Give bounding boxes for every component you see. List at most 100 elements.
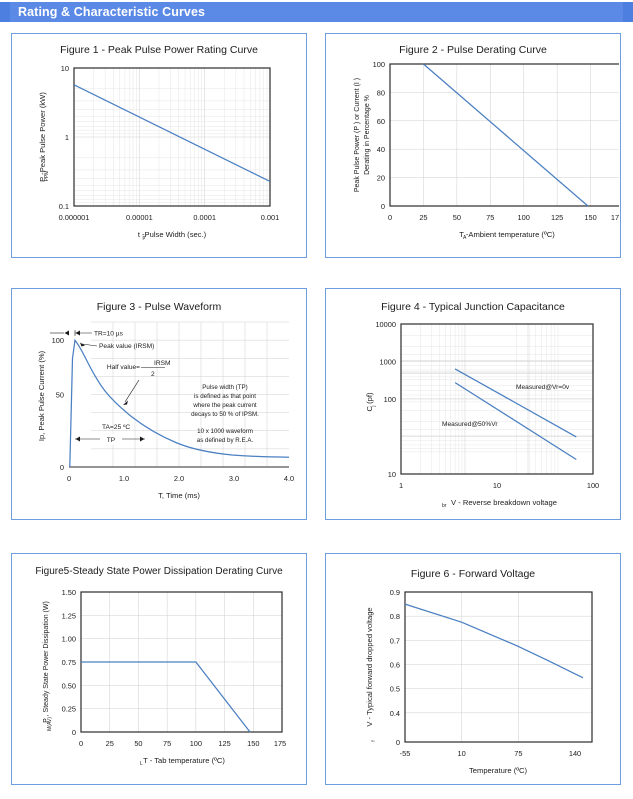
fig3-note2-l1: 10 x 1000 waveform [197,428,253,435]
fig2-xtick-3: 75 [486,213,494,222]
figure-panel-2: Figure 2 - Pulse Derating Curve 100 80 6… [325,33,621,258]
figure-4-title: Figure 4 - Typical Junction Capacitance [381,301,565,313]
fig6-yaxis-label-sub: f [371,740,377,742]
fig2-xtick-7: 175 [611,213,619,222]
fig4-xtick-1: 10 [493,481,501,490]
fig2-yaxis-label-line2: Derating in Percentage % [364,95,371,175]
fig1-ytick-0: 10 [61,64,69,73]
figure-1-chart: 10 1 0.1 0.000001 0.00001 0.0001 0.001 t… [12,34,305,256]
fig4-xtick-0: 1 [399,481,403,490]
fig4-ytick-2: 1000 [380,358,396,367]
fig2-xaxis-label: T -Ambient temperature (ºC) [459,230,555,239]
fig1-xtick-1: 0.00001 [126,213,153,222]
fig3-note1-l3: where the peak current [192,402,257,409]
fig2-ytick-3: 60 [377,117,385,126]
fig5-ytick-4: 1.00 [62,635,76,644]
fig3-xtick-1: 1.0 [119,474,129,483]
fig4-yaxis-label: C (pf) [365,392,374,411]
fig3-xtick-3: 3.0 [229,474,239,483]
fig4-xaxis-label-sub: br [442,503,447,509]
figure-3-chart: TR=10 µs Peak value (IRSM) Half value= I… [12,289,305,518]
fig3-xtick-0: 0 [67,474,71,483]
fig5-xtick-0: 0 [79,739,83,748]
fig5-yaxis-label-sub: M(AV) [47,717,53,731]
fig5-ytick-3: 0.75 [62,658,76,667]
fig3-anno-half-den: 2 [151,371,155,378]
figure-panel-4: Figure 4 - Typical Junction Capacitance [325,288,621,520]
figure-2-title: Figure 2 - Pulse Derating Curve [399,44,547,56]
fig5-xtick-3: 75 [163,739,171,748]
fig3-note1-l1: Pulse width (TP) [202,384,247,391]
fig4-series-label-1: Measured@50%Vr [442,421,498,428]
figure-6-title: Figure 6 - Forward Voltage [410,568,536,580]
fig5-xtick-5: 125 [218,739,230,748]
fig3-anno-half: Half value= [107,364,140,371]
fig5-xaxis-label: T - Tab temperature (ºC) [143,756,225,765]
section-header: Rating & Characteristic Curves [10,2,623,22]
fig2-xtick-2: 50 [453,213,461,222]
fig2-xtick-5: 125 [551,213,563,222]
fig5-xaxis-label-sub: L [140,761,143,767]
fig3-ytick-2: 100 [52,336,64,345]
fig6-xtick-0: -55 [400,749,411,758]
fig3-ytick-1: 50 [56,391,64,400]
fig3-note1-l4: decays to 50 % of IPSM. [191,411,259,418]
fig4-ytick-3: 10000 [375,320,396,329]
figure-panel-5: Figure5-Steady State Power Dissipation D… [11,553,307,785]
fig5-ytick-5: 1.25 [62,611,76,620]
fig5-ytick-2: 0.50 [62,681,76,690]
fig3-yaxis-label: Ip, Peak Pulse Current (%) [37,350,46,441]
fig3-note2-l2: as defined by R.E.A. [197,437,254,444]
fig3-anno-ta: TA=25 ºC [102,424,130,431]
figure-5-chart: 1.50 1.25 1.00 0.75 0.50 0.25 0 0 25 50 … [12,554,305,783]
fig6-ytick-2: 0.5 [390,685,400,694]
figure-panel-3: Figure 3 - Pulse Waveform [11,288,307,520]
fig3-anno-tr: TR=10 µs [94,331,124,338]
figure-4-chart: 10000 1000 100 10 1 10 100 Measured@Vr=0… [326,289,619,518]
fig3-anno-tp: TP [107,437,116,444]
fig1-ytick-1: 1 [65,133,69,142]
fig5-ytick-6: 1.50 [62,588,76,597]
fig5-ytick-0: 0 [72,728,76,737]
fig6-ytick-4: 0.7 [390,636,400,645]
figure-1-title: Figure 1 - Peak Pulse Power Rating Curve [60,44,258,56]
fig1-yaxis-label: P -Peak Pulse Power (kW) [38,92,47,182]
fig6-ytick-5: 0.8 [390,612,400,621]
fig5-ytick-1: 0.25 [62,705,76,714]
fig1-yaxis-label-sub: PPM [44,171,50,182]
fig6-xtick-1: 10 [458,749,466,758]
fig1-xtick-3: 0.001 [261,213,280,222]
fig2-ytick-0: 0 [381,202,385,211]
fig3-xtick-2: 2.0 [174,474,184,483]
fig4-ytick-1: 100 [384,395,396,404]
fig6-xtick-3: 140 [569,749,581,758]
fig1-ytick-2: 0.1 [59,202,69,211]
fig1-xaxis-label-sub: p [143,235,146,241]
figure-panel-6: Figure 6 - Forward Voltage 0.9 0.8 0.7 0… [325,553,621,785]
fig2-ytick-2: 40 [377,145,385,154]
fig2-ytick-4: 80 [377,88,385,97]
fig2-xtick-0: 0 [388,213,392,222]
fig1-xtick-2: 0.0001 [193,213,216,222]
fig6-ytick-1: 0.4 [390,709,400,718]
fig6-ytick-6: 0.9 [390,588,400,597]
fig2-xtick-6: 150 [584,213,596,222]
fig3-anno-peak: Peak value (IRSM) [99,343,154,350]
fig5-xtick-6: 150 [247,739,259,748]
fig4-ytick-0: 10 [388,470,396,479]
figure-3-title: Figure 3 - Pulse Waveform [96,301,222,313]
figure-6-chart: 0.9 0.8 0.7 0.6 0.5 0.4 0 -55 10 75 140 … [326,554,619,783]
fig5-xtick-1: 25 [106,739,114,748]
fig5-yaxis-label: P , Steady State Power Dissipation (W) [43,601,50,723]
fig6-yaxis-label: V - Typical forward dropped voltage [365,607,374,726]
fig5-xtick-2: 50 [134,739,142,748]
fig6-xtick-2: 75 [514,749,522,758]
fig1-xaxis-label: t -Pulse Width (sec.) [138,230,207,239]
fig2-yaxis-label-line1: Peak Pulse Power (P ) or Current (I ) [354,78,361,192]
fig4-series-label-0: Measured@Vr=0v [516,384,570,391]
fig2-ytick-5: 100 [373,60,385,69]
fig4-yaxis-label-sub: j [371,405,377,407]
fig5-xtick-4: 100 [190,739,202,748]
fig3-xtick-4: 4.0 [284,474,294,483]
